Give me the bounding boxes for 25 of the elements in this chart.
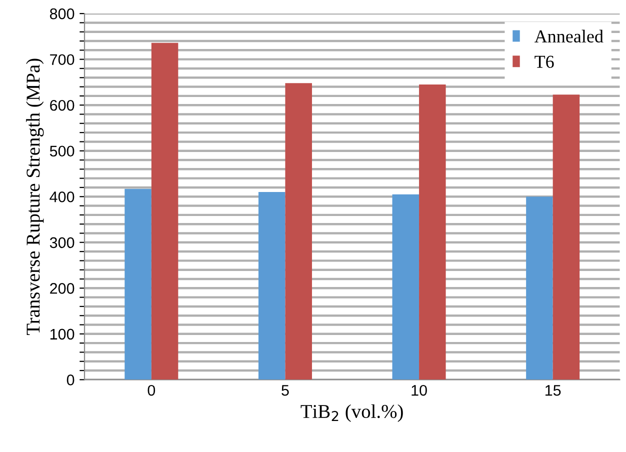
bar <box>285 83 312 380</box>
x-axis-title: TiB$_{2}$ (vol.%) <box>300 404 403 422</box>
x-tick-label: 0 <box>148 384 156 396</box>
x-tick-label: 5 <box>282 385 289 396</box>
legend-label: Annealed <box>534 30 604 43</box>
bar <box>392 194 420 380</box>
y-tick-label: 300 <box>50 237 74 248</box>
y-tick-label: 800 <box>50 8 74 20</box>
bar <box>258 192 286 380</box>
y-axis-title: Transverse Rupture Strength (MPa) <box>26 58 44 335</box>
x-tick-label: 15 <box>546 385 561 396</box>
legend-label: T6 <box>534 56 554 68</box>
y-tick-label: 600 <box>50 100 74 111</box>
y-tick-label: 100 <box>50 328 74 340</box>
bar <box>151 42 178 380</box>
bar <box>526 196 553 380</box>
bar <box>124 188 152 380</box>
y-tick-label: 400 <box>50 191 74 202</box>
x-tick-label: 10 <box>412 384 427 396</box>
y-tick-label: 500 <box>50 146 74 157</box>
y-tick-label: 700 <box>50 54 74 66</box>
y-tick-label: 0 <box>66 374 74 386</box>
bar <box>419 84 446 380</box>
y-tick-label: 200 <box>50 283 74 294</box>
bar <box>552 94 580 380</box>
